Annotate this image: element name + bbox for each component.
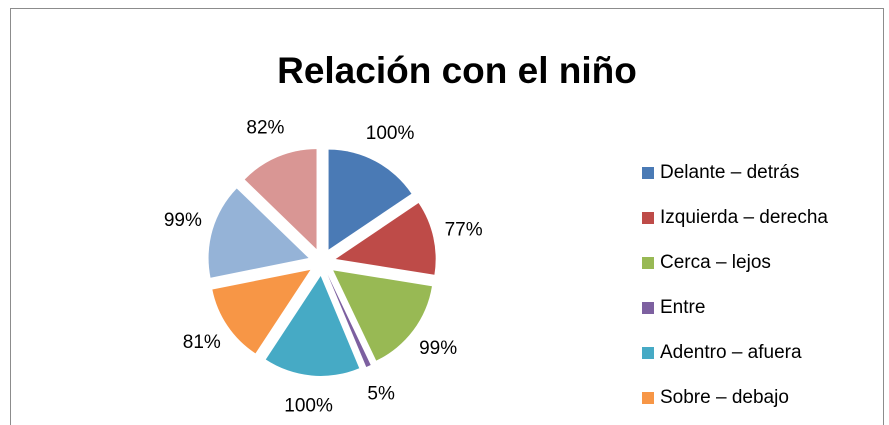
legend-swatch xyxy=(642,212,654,224)
data-label: 81% xyxy=(183,332,221,353)
legend-label: Adentro – afuera xyxy=(660,342,802,363)
data-label: 5% xyxy=(367,383,395,404)
pie-slice xyxy=(265,275,360,376)
pie-slice xyxy=(328,149,412,250)
legend-label: Entre xyxy=(660,297,705,318)
pie-slice xyxy=(208,188,309,278)
legend-swatch xyxy=(642,392,654,404)
data-label: 77% xyxy=(445,220,483,241)
legend-label: Izquierda – derecha xyxy=(660,207,828,228)
pie-slice xyxy=(212,269,311,354)
chart-border xyxy=(10,8,884,425)
data-label: 82% xyxy=(246,117,284,138)
legend-swatch xyxy=(642,347,654,359)
legend-label: Cerca – lejos xyxy=(660,252,771,273)
legend-swatch xyxy=(642,302,654,314)
data-label: 100% xyxy=(366,123,415,144)
pie-slice xyxy=(327,274,371,368)
pie-slice xyxy=(335,203,436,275)
pie-slice xyxy=(244,149,317,250)
data-label: 100% xyxy=(284,395,333,416)
chart-title: Relación con el niño xyxy=(277,50,637,91)
legend-label: Sobre – debajo xyxy=(660,387,789,408)
data-label: 99% xyxy=(164,210,202,231)
legend-swatch xyxy=(642,167,654,179)
data-label: 99% xyxy=(419,338,457,359)
legend-swatch xyxy=(642,257,654,269)
pie-slice xyxy=(333,270,432,361)
legend-label: Delante – detrás xyxy=(660,162,799,183)
